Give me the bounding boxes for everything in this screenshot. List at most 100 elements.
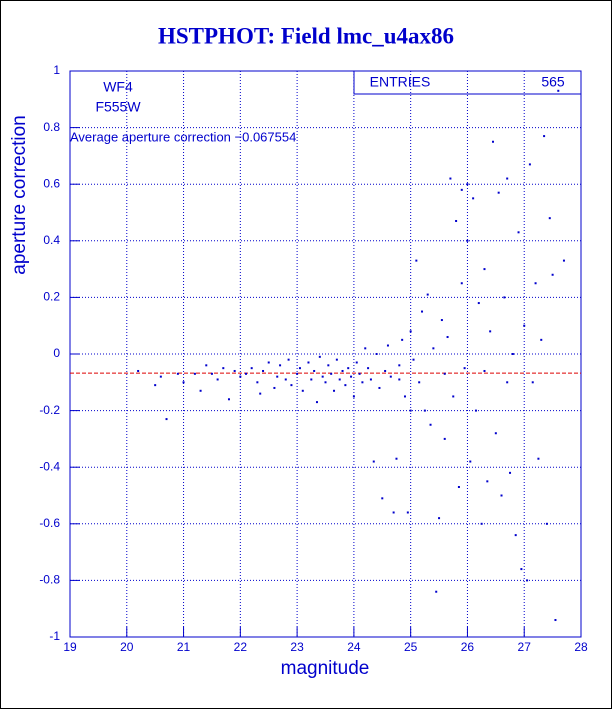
point bbox=[460, 282, 463, 285]
point bbox=[165, 418, 168, 421]
point bbox=[273, 386, 276, 389]
point bbox=[315, 401, 318, 404]
point bbox=[523, 324, 526, 327]
point bbox=[210, 372, 213, 375]
point bbox=[367, 367, 370, 370]
point bbox=[483, 268, 486, 271]
point bbox=[466, 239, 469, 242]
point bbox=[384, 369, 387, 372]
point bbox=[199, 389, 202, 392]
point bbox=[497, 191, 500, 194]
point bbox=[491, 140, 494, 143]
point bbox=[321, 375, 324, 378]
point bbox=[449, 177, 452, 180]
x-tick-label: 22 bbox=[234, 640, 248, 654]
point bbox=[531, 381, 534, 384]
point bbox=[307, 361, 310, 364]
point bbox=[333, 389, 336, 392]
point bbox=[423, 409, 426, 412]
point bbox=[460, 188, 463, 191]
x-tick-label: 27 bbox=[518, 640, 532, 654]
point bbox=[298, 367, 301, 370]
point bbox=[477, 302, 480, 305]
point bbox=[534, 282, 537, 285]
point bbox=[503, 296, 506, 299]
point bbox=[429, 423, 432, 426]
point bbox=[557, 89, 560, 92]
point bbox=[176, 372, 179, 375]
point bbox=[222, 367, 225, 370]
point bbox=[438, 517, 441, 520]
point bbox=[375, 353, 378, 355]
point bbox=[239, 375, 242, 378]
point bbox=[469, 460, 472, 463]
stats-value: 565 bbox=[541, 74, 565, 90]
point bbox=[256, 381, 259, 384]
point bbox=[259, 392, 262, 395]
point bbox=[279, 364, 282, 367]
x-tick-label: 24 bbox=[347, 640, 361, 654]
point bbox=[347, 367, 350, 370]
point bbox=[494, 432, 497, 435]
point bbox=[511, 353, 514, 355]
y-tick-label: 0 bbox=[53, 346, 60, 360]
point bbox=[463, 367, 466, 370]
x-axis-label: magnitude bbox=[281, 658, 370, 679]
point bbox=[227, 398, 230, 401]
point bbox=[324, 381, 327, 384]
point bbox=[284, 378, 287, 381]
point bbox=[364, 347, 367, 350]
y-tick-label: 0.4 bbox=[43, 233, 60, 247]
point bbox=[267, 361, 270, 364]
point bbox=[182, 381, 185, 384]
point bbox=[330, 372, 333, 375]
point bbox=[358, 372, 361, 375]
point bbox=[233, 369, 236, 372]
point bbox=[506, 381, 509, 384]
point bbox=[137, 369, 140, 372]
point bbox=[290, 384, 293, 387]
point bbox=[372, 460, 375, 463]
point bbox=[398, 364, 401, 367]
point bbox=[403, 395, 406, 398]
point bbox=[401, 338, 404, 341]
point bbox=[489, 330, 492, 333]
point bbox=[381, 497, 384, 500]
point bbox=[406, 511, 409, 514]
point bbox=[455, 219, 458, 222]
point bbox=[540, 338, 543, 341]
point bbox=[443, 372, 446, 375]
point bbox=[301, 389, 304, 392]
point bbox=[352, 395, 355, 398]
point bbox=[313, 369, 316, 372]
point bbox=[554, 619, 557, 622]
point bbox=[472, 197, 475, 200]
point bbox=[262, 369, 265, 372]
stats-label: ENTRIES bbox=[370, 74, 431, 90]
point bbox=[250, 367, 253, 370]
point bbox=[551, 273, 554, 276]
point bbox=[318, 355, 321, 358]
point bbox=[216, 378, 219, 381]
point bbox=[154, 384, 157, 387]
y-tick-label: -1 bbox=[49, 629, 60, 643]
point bbox=[446, 336, 449, 339]
point bbox=[537, 457, 540, 460]
point bbox=[395, 457, 398, 460]
y-tick-label: -0.8 bbox=[39, 573, 60, 587]
point bbox=[361, 381, 364, 384]
x-tick-label: 26 bbox=[461, 640, 475, 654]
point bbox=[526, 579, 529, 582]
point bbox=[338, 378, 341, 381]
point bbox=[327, 364, 330, 367]
point bbox=[443, 437, 446, 440]
point bbox=[344, 384, 347, 387]
y-tick-label: 0.8 bbox=[43, 120, 60, 134]
point bbox=[452, 395, 455, 398]
point bbox=[548, 217, 551, 220]
point bbox=[520, 568, 523, 571]
point bbox=[412, 358, 415, 361]
point bbox=[245, 372, 248, 375]
y-tick-label: -0.4 bbox=[39, 459, 60, 473]
